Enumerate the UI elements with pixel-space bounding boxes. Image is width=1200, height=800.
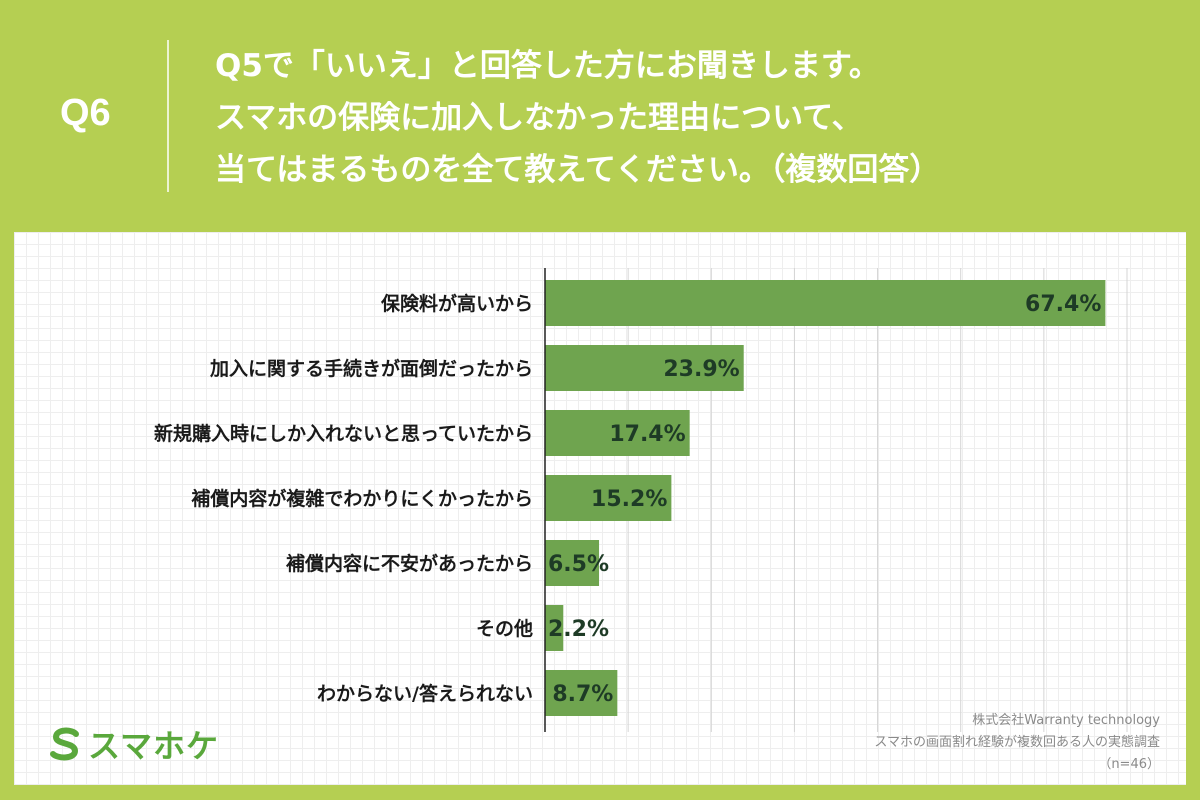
value-label: 23.9% (663, 357, 739, 382)
value-label: 8.7% (552, 682, 613, 707)
category-label: 加入に関する手続きが面倒だったから (209, 357, 533, 380)
header-divider (167, 40, 169, 192)
category-label: 補償内容に不安があったから (285, 552, 533, 575)
bar (545, 670, 618, 716)
value-label: 67.4% (1025, 292, 1101, 317)
category-label: わからない/答えられない (317, 682, 533, 705)
question-line-1: Q5で「いいえ」と回答した方にお聞きします。 (215, 48, 880, 84)
bar (545, 540, 600, 586)
question-line-3: 当てはまるものを全て教えてください。（複数回答） (215, 152, 941, 188)
source-survey: スマホの画面割れ経験が複数回ある人の実態調査 (874, 735, 1160, 750)
category-label: その他 (476, 617, 533, 640)
source-note: 株式会社Warranty technology スマホの画面割れ経験が複数回ある… (700, 710, 1160, 776)
logo-text: スマホケ (88, 727, 220, 765)
value-label: 2.2% (548, 617, 609, 642)
question-line-2: スマホの保険に加入しなかった理由について、 (215, 100, 863, 136)
bar (545, 605, 564, 651)
bar (545, 410, 690, 456)
category-label: 保険料が高いから (380, 292, 533, 315)
value-label: 17.4% (609, 422, 685, 447)
s-logo-icon (50, 727, 79, 761)
value-label: 6.5% (548, 552, 609, 577)
bar-chart: 保険料が高いから 67.4% 加入に関する手続きが面倒だったから 23.9% 新規購入時… (154, 268, 1128, 732)
question-header: Q6 Q5で「いいえ」と回答した方にお聞きします。 スマホの保険に加入しなかった… (0, 0, 1200, 230)
question-text: Q5で「いいえ」と回答した方にお聞きします。 スマホの保険に加入しなかった理由に… (215, 40, 1175, 196)
source-sample: （n=46） (1098, 757, 1160, 772)
bar (545, 280, 1106, 326)
bar (545, 475, 672, 521)
question-number: Q6 (60, 92, 111, 134)
chart-panel: 保険料が高いから 67.4% 加入に関する手続きが面倒だったから 23.9% 新規購入時… (14, 232, 1186, 785)
bar (545, 345, 744, 391)
brand-logo: スマホケ (48, 722, 219, 766)
value-label: 15.2% (591, 487, 667, 512)
category-label: 新規購入時にしか入れないと思っていたから (154, 422, 533, 445)
source-company: 株式会社Warranty technology (972, 713, 1160, 728)
category-label: 補償内容が複雑でわかりにくかったから (190, 487, 533, 510)
